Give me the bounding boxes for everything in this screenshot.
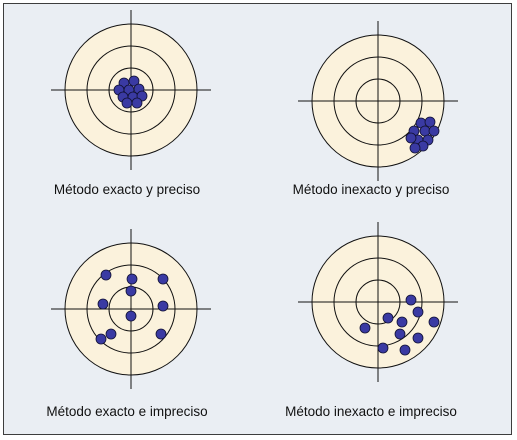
shot-dot-inexact-imprecise-3 (382, 312, 394, 324)
caption-exact-imprecise: Método exacto e impreciso (46, 404, 208, 419)
shot-dot-exact-imprecise-4 (97, 298, 109, 310)
shot-dot-inexact-imprecise-4 (396, 316, 408, 328)
shot-dot-exact-imprecise-5 (125, 285, 137, 297)
shot-dot-exact-imprecise-9 (95, 333, 107, 345)
shot-dot-exact-imprecise-2 (126, 273, 138, 285)
shot-dot-exact-imprecise-1 (100, 269, 112, 281)
shot-dot-exact-imprecise-3 (157, 273, 169, 285)
shot-dot-inexact-imprecise-1 (405, 294, 417, 306)
shot-dot-inexact-imprecise-9 (377, 342, 389, 354)
shot-dot-inexact-precise-8 (405, 132, 417, 144)
caption-inexact-precise: Método inexacto y preciso (292, 182, 450, 197)
shot-dot-inexact-precise-10 (409, 142, 421, 154)
shot-dot-exact-imprecise-7 (125, 310, 137, 322)
shot-dot-exact-precise-9 (121, 97, 133, 109)
caption-exact-precise: Método exacto y preciso (53, 182, 201, 197)
shot-dot-exact-imprecise-6 (157, 300, 169, 312)
shot-dot-inexact-imprecise-2 (412, 306, 424, 318)
shot-dot-inexact-imprecise-7 (394, 328, 406, 340)
shot-dot-inexact-precise-5 (428, 125, 440, 137)
shot-dot-exact-precise-10 (131, 97, 143, 109)
shot-dot-inexact-precise-4 (419, 125, 431, 137)
shot-dot-exact-imprecise-10 (155, 328, 167, 340)
shot-dot-inexact-imprecise-10 (399, 344, 411, 356)
shot-dot-exact-imprecise-8 (105, 328, 117, 340)
shot-dot-inexact-imprecise-6 (359, 322, 371, 334)
targets-svg (51, 10, 458, 389)
shot-dot-inexact-imprecise-8 (412, 332, 424, 344)
shot-dot-exact-precise-2 (128, 75, 140, 87)
shot-dot-inexact-precise-2 (424, 116, 436, 128)
caption-inexact-imprecise: Método inexacto e impreciso (285, 404, 457, 419)
figure-frame: Método exacto y preciso Método inexacto … (3, 3, 512, 435)
shot-dot-inexact-imprecise-5 (428, 316, 440, 328)
